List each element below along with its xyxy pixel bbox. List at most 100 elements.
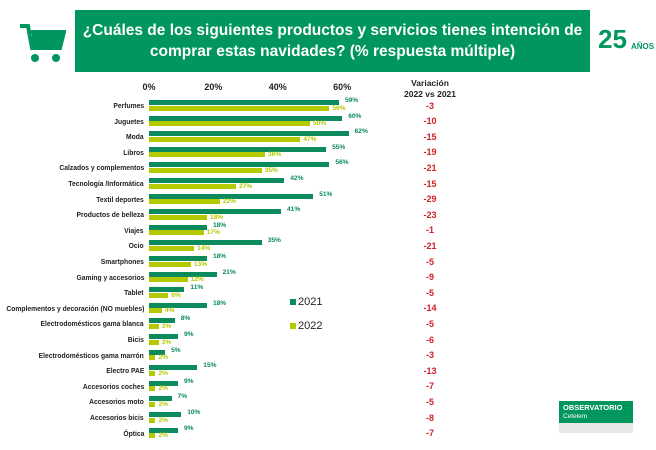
data-label-2021: 5% [171,346,181,354]
variation-value: -10 [423,116,437,127]
variation-value: -13 [423,365,437,376]
variation-value: -6 [425,334,434,345]
bar-2022 [149,370,156,376]
observatorio-cetelem-logo: OBSERVATORIO Cetelem [559,401,633,433]
data-label-2022: 22% [222,198,237,206]
variation-value: -15 [423,178,437,189]
bar-2021 [149,100,339,105]
x-tick-label: 60% [333,82,352,92]
bar-2022 [149,230,204,236]
chart-title: ¿Cuáles de los siguientes productos y se… [75,10,590,72]
variation-value: -7 [425,381,434,392]
category-label: Complementos y decoración (NO muebles) [5,303,144,313]
category-label: Bicis [127,335,144,344]
variation-value: -15 [423,131,437,142]
category-label: Electro PAE [105,366,144,376]
variation-value: -7 [425,428,434,439]
variation-value: -5 [425,318,434,329]
bar-2021 [149,334,178,339]
bar-2022 [149,277,188,283]
data-label-2021: 35% [267,237,281,245]
legend-2021: 2021 [290,296,322,308]
category-label: Moda [126,132,144,142]
data-label-2021: 15% [203,362,217,370]
title-text: ¿Cuáles de los siguientes productos y se… [82,22,583,60]
variation-value: -23 [423,209,437,220]
variation-value: -29 [423,194,437,205]
anniversary-text: AÑOS [631,42,655,51]
anniversary-logo: 25 AÑOS [598,24,656,58]
x-tick-label: 0% [142,82,156,92]
data-label-2021: 21% [222,268,236,276]
category-label: Tablet [124,288,144,298]
data-label-2021: 8% [180,315,191,323]
shopping-cart-icon [20,24,66,62]
category-label: Electrodomésticos gama blanca [40,319,144,329]
data-label-2022: 2% [158,432,168,440]
bar-2022 [149,199,220,205]
bar-2022 [149,261,191,267]
data-label-2022: 36% [267,151,282,159]
data-label-2022: 3% [161,323,172,330]
category-label: Juguetes [114,116,144,126]
bar-2022 [149,355,156,361]
bar-2021 [149,224,207,230]
category-label: Viajes [124,225,144,235]
bar-2021 [149,271,217,277]
data-label-2022: 47% [303,135,317,143]
data-label-2022: 12% [190,276,204,284]
bar-2022 [149,433,156,439]
bar-2021 [149,365,198,371]
data-label-2021: 11% [190,284,204,292]
variation-value: -19 [423,147,437,158]
bar-2021 [149,178,285,183]
bar-2021 [149,349,166,355]
category-label: Accesorios coches [82,381,144,391]
bar-2022 [149,152,265,158]
bar-2021 [149,318,175,324]
bar-2022 [149,167,262,173]
bar-2022 [149,308,162,314]
variation-value: -5 [425,256,434,267]
bar-2021 [149,209,282,215]
data-label-2022: 2% [158,369,168,377]
category-label: Accesorios moto [89,397,144,407]
data-label-2022: 14% [197,245,211,252]
bar-2021 [149,193,314,199]
bar-2022 [149,214,207,220]
data-label-2021: 9% [183,330,194,338]
legend-2022: 2022 [290,320,322,332]
data-label-2022: 13% [193,260,208,268]
data-label-2022: 18% [209,213,224,221]
data-label-2022: 3% [161,338,172,346]
variation-value: -21 [423,162,437,173]
x-tick-label: 40% [268,82,287,92]
data-label-2022: 2% [158,401,168,408]
data-label-2021: 18% [212,299,227,307]
data-label-2021: 18% [212,221,227,229]
data-label-2021: 60% [348,112,362,120]
bar-2021 [149,146,327,152]
bar-2022 [149,417,156,423]
variation-value: -1 [425,225,434,236]
data-label-2022: 50% [313,120,327,128]
data-label-2022: 35% [264,167,278,174]
bar-2021 [149,287,185,293]
bar-2022 [149,323,159,329]
variation-value: -5 [425,287,434,298]
bar-2022 [149,121,310,127]
category-label: Óptica [122,428,144,438]
category-label: Tecnología /Informática [68,179,144,188]
variation-value: -9 [425,272,434,283]
category-label: Libros [123,147,144,157]
variation-value: -8 [425,412,434,423]
anniversary-number: 25 [598,24,627,54]
data-label-2021: 59% [344,96,359,104]
data-label-2022: 2% [158,354,168,362]
bar-2021 [149,412,182,417]
variation-value: -3 [425,100,434,111]
bar-2021 [149,302,207,308]
bar-2022 [149,386,156,392]
data-label-2022: 17% [206,229,220,237]
data-label-2022: 56% [332,104,346,112]
